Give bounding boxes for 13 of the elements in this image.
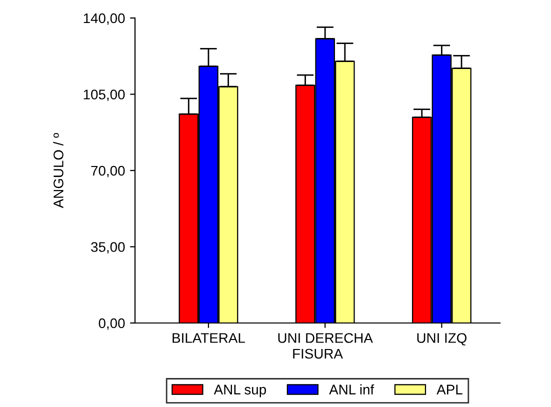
y-axis-title: ANGULO / º [53,133,64,208]
y-tick-label: 140,00 [84,13,125,25]
legend-label: ANL sup [214,384,266,398]
y-tick-label: 105,00 [84,90,125,102]
y-tick-label: 0,00 [98,318,125,330]
y-tick-label: 35,00 [91,242,125,254]
x-tick-label: BILATERAL [172,333,245,343]
legend-label: APL [436,384,462,394]
legend-label: ANL inf [329,384,374,394]
x-tick-label: UNI DERECHA [278,333,373,343]
y-tick-label: 70,00 [91,166,125,178]
x-axis-title: FISURA [293,348,343,359]
x-tick-label: UNI IZQ [417,333,466,346]
